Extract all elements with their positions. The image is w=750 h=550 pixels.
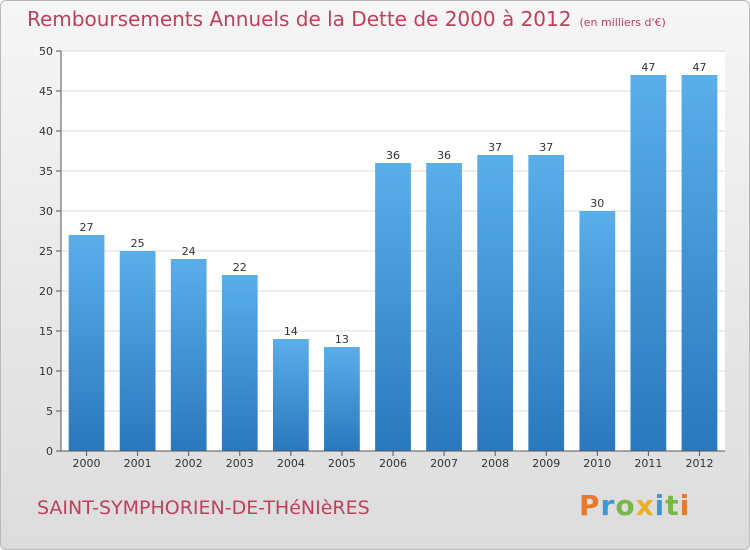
bar-2002 xyxy=(170,259,207,451)
bar-value-label: 24 xyxy=(182,245,196,258)
y-tick-label: 0 xyxy=(46,445,53,458)
x-tick-label: 2001 xyxy=(124,457,152,470)
bar-value-label: 36 xyxy=(386,149,400,162)
y-tick-label: 45 xyxy=(39,85,53,98)
bar-value-label: 47 xyxy=(692,61,706,74)
bar-2008 xyxy=(477,155,514,451)
bar-value-label: 37 xyxy=(488,141,502,154)
logo-letter: P xyxy=(579,489,601,522)
bar-value-label: 25 xyxy=(131,237,145,250)
bar-value-label: 14 xyxy=(284,325,298,338)
y-tick-label: 15 xyxy=(39,325,53,338)
logo-letter: i xyxy=(654,489,666,522)
bar-2009 xyxy=(528,155,565,451)
bar-2004 xyxy=(272,339,309,451)
bar-2010 xyxy=(579,211,616,451)
x-tick-label: 2010 xyxy=(583,457,611,470)
y-tick-label: 30 xyxy=(39,205,53,218)
bar-2012 xyxy=(681,75,718,451)
bar-2005 xyxy=(324,347,360,451)
commune-name: SAINT-SYMPHORIEN-DE-THéNIèRES xyxy=(37,497,370,519)
y-tick-label: 10 xyxy=(39,365,53,378)
x-tick-label: 2011 xyxy=(634,457,662,470)
x-tick-label: 2006 xyxy=(379,457,407,470)
bar-value-label: 47 xyxy=(641,61,655,74)
x-tick-label: 2000 xyxy=(73,457,101,470)
bar-value-label: 30 xyxy=(590,197,604,210)
bar-value-label: 22 xyxy=(233,261,247,274)
x-tick-label: 2003 xyxy=(226,457,254,470)
x-tick-label: 2012 xyxy=(685,457,713,470)
x-tick-label: 2004 xyxy=(277,457,305,470)
axis-layer: 0 5 10 15 20 25 30 35 40 45 50 2000 2001 2002 2003 2004… xyxy=(39,45,725,470)
x-tick-label: 2002 xyxy=(175,457,203,470)
logo-letter: t xyxy=(665,489,680,522)
logo-letter: x xyxy=(635,489,655,522)
logo-letter: o xyxy=(615,489,636,522)
logo-letter: i xyxy=(679,489,691,522)
bar-value-label: 27 xyxy=(80,221,94,234)
y-tick-label: 35 xyxy=(39,165,53,178)
x-tick-label: 2008 xyxy=(481,457,509,470)
chart-title-text: Remboursements Annuels de la Dette de 20… xyxy=(27,7,572,31)
bar-layer: 27 25 24 22 14 13 36 36 37 37 30 47 47 xyxy=(68,61,718,451)
bar-value-label: 37 xyxy=(539,141,553,154)
bar-value-label: 36 xyxy=(437,149,451,162)
bar-2003 xyxy=(221,275,258,451)
y-tick-label: 50 xyxy=(39,45,53,58)
x-tick-label: 2005 xyxy=(328,457,356,470)
bar-2001 xyxy=(119,251,156,451)
bar-2006 xyxy=(375,163,411,451)
y-tick-label: 20 xyxy=(39,285,53,298)
logo-letter: r xyxy=(600,489,616,522)
x-tick-label: 2007 xyxy=(430,457,458,470)
bar-2000 xyxy=(68,235,105,451)
y-tick-label: 40 xyxy=(39,125,53,138)
bar-2007 xyxy=(426,163,462,451)
x-tick-label: 2009 xyxy=(532,457,560,470)
chart-subtitle: (en milliers d'€) xyxy=(579,16,666,29)
chart-title: Remboursements Annuels de la Dette de 20… xyxy=(27,7,666,31)
bar-2011 xyxy=(630,75,667,451)
y-tick-label: 25 xyxy=(39,245,53,258)
bar-value-label: 13 xyxy=(335,333,349,346)
y-tick-label: 5 xyxy=(46,405,53,418)
proxiti-logo: Proxiti xyxy=(579,489,690,522)
